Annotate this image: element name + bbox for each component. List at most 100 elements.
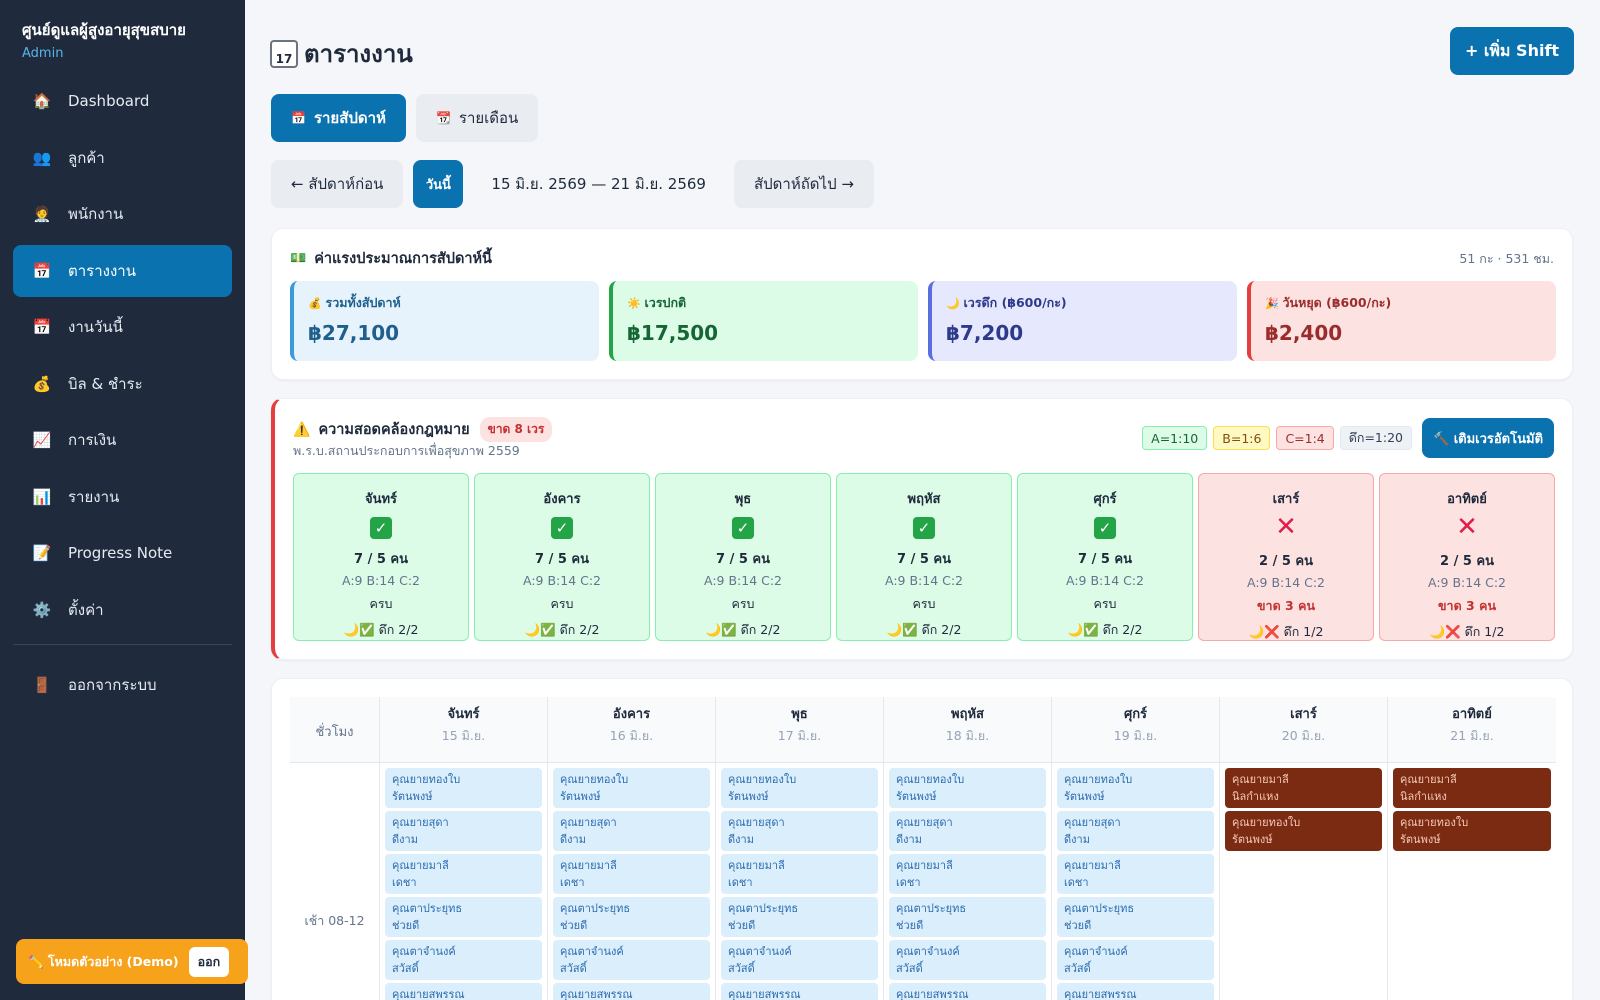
night-coverage: 🌙❌ ดึก 1/2 [1429, 624, 1505, 639]
cost-tile-label: 💰 รวมทั้งสัปดาห์ [308, 293, 585, 313]
sidebar-item-8[interactable]: 📝 Progress Note [13, 527, 232, 579]
labor-cost-title: 💵 ค่าแรงประมาณการสัปดาห์นี้ [290, 247, 492, 270]
sidebar-item-label: พนักงาน [68, 205, 124, 223]
shift-block[interactable]: คุณยายสพรรณ [889, 983, 1046, 1000]
tab-monthly[interactable]: 📆 รายเดือน [415, 94, 539, 142]
shift-block[interactable]: คุณยายทองใบ รัตนพงษ์ [385, 768, 542, 808]
shift-block[interactable]: คุณยายสพรรณ [1057, 983, 1214, 1000]
shift-block[interactable]: คุณตาประยุทธ ช่วยดี [721, 897, 878, 937]
staff-count: 2 / 5 คน [1440, 554, 1494, 569]
shift-block[interactable]: คุณยายมาลี เดชา [385, 854, 542, 894]
day-column-name: อาทิตย์ [1452, 707, 1492, 722]
shift-block[interactable]: คุณยายสุดา ดีงาม [889, 811, 1046, 851]
staff-ratio: A:9 B:14 C:2 [1065, 573, 1145, 588]
shift-block[interactable]: คุณยายสพรรณ [385, 983, 542, 1000]
shift-block[interactable]: คุณยายทองใบ รัตนพงษ์ [889, 768, 1046, 808]
day-column-header: อาทิตย์ 21 มิ.ย. [1388, 697, 1556, 762]
sun-icon: ☀️ [627, 297, 645, 310]
demo-mode-label: ✏️ โหมดตัวอย่าง (Demo) [28, 953, 179, 969]
shift-client-surname: ช่วยดี [560, 919, 588, 932]
shift-block[interactable]: คุณยายมาลีนิลกำแหง [1393, 768, 1551, 808]
shift-block[interactable]: คุณยายสพรรณ [721, 983, 878, 1000]
day-compliance-card: จันทร์ ✓ 7 / 5 คน A:9 B:14 C:2 ครบ 🌙✅ ดึก 2/2 [293, 473, 469, 641]
shift-client-surname: รัตนพงษ์ [1400, 833, 1441, 846]
shift-client-surname: ดีงาม [1064, 833, 1090, 846]
prev-week-button[interactable]: ← สัปดาห์ก่อน [271, 160, 404, 208]
day-column-header: จันทร์ 15 มิ.ย. [380, 697, 548, 762]
check-icon: ✓ [370, 517, 392, 539]
sidebar-item-6[interactable]: 📈 การเงิน [13, 414, 232, 466]
cost-tile: 🌙 เวรดึก (฿600/กะ) ฿7,200 [928, 281, 1237, 361]
shift-block[interactable]: คุณยายสุดา ดีงาม [721, 811, 878, 851]
cost-tile-label: 🌙 เวรดึก (฿600/กะ) [946, 293, 1223, 313]
shift-client-name: คุณยายสุดา [1064, 816, 1121, 829]
sidebar-item-7[interactable]: 📊 รายงาน [13, 471, 232, 523]
shift-block[interactable]: คุณตาประยุทธ ช่วยดี [385, 897, 542, 937]
shift-block[interactable]: คุณยายทองใบ รัตนพงษ์ [1057, 768, 1214, 808]
sidebar-item-label: การเงิน [68, 431, 117, 449]
shift-block[interactable]: คุณยายสุดาดีงาม [1057, 811, 1214, 851]
add-shift-button[interactable]: + เพิ่ม Shift [1450, 27, 1574, 75]
demo-mode-banner: ✏️ โหมดตัวอย่าง (Demo) ออก [16, 939, 248, 984]
sidebar-item-1[interactable]: 👥 ลูกค้า [13, 132, 232, 184]
shift-block[interactable]: คุณยายทองใบ รัตนพงษ์ [553, 768, 710, 808]
shift-block[interactable]: คุณยายสุดา ดีงาม [553, 811, 710, 851]
shift-block[interactable]: คุณยายมาลี เดชา [1057, 854, 1214, 894]
sidebar-item-4[interactable]: 📅 งานวันนี้ [13, 301, 232, 353]
shift-client-name: คุณยายมาลี [560, 859, 617, 872]
tab-weekly[interactable]: 📅 รายสัปดาห์ [271, 94, 406, 142]
calendar-icon: 📆 [435, 111, 451, 125]
shift-block[interactable]: คุณตาจำนงค์ สวัสดิ์ [385, 940, 542, 980]
schedule-body: เช้า 08-12 คุณยายทองใบ รัตนพงษ์ คุณยายสุดา… [290, 763, 1556, 1000]
day-name: อาทิตย์ [1447, 492, 1487, 507]
shift-block[interactable]: คุณยายทองใบ รัตนพงษ์ [1225, 811, 1382, 851]
shift-block[interactable]: คุณตาจำนงค์ สวัสดิ์ [721, 940, 878, 980]
page-title: 17 ตารางงาน [270, 34, 413, 73]
sidebar-item-2[interactable]: 🧑‍⚕️ พนักงาน [13, 188, 232, 240]
day-name: พฤหัส [907, 492, 941, 507]
shift-block[interactable]: คุณยายสุดา ดีงาม [385, 811, 542, 851]
shift-client-name: คุณตาจำนงค์ [1064, 945, 1128, 958]
sidebar-item-5[interactable]: 💰 บิล & ชำระ [13, 358, 232, 410]
shift-block[interactable]: คุณยายทองใบ รัตนพงษ์ [1393, 811, 1551, 851]
day-column-header: พุธ 17 มิ.ย. [716, 697, 884, 762]
day-column-name: ศุกร์ [1123, 707, 1148, 722]
shift-block[interactable]: คุณยายมาลี นิลกำแหง [1225, 768, 1382, 808]
shift-client-name: คุณยายมาลี [1400, 773, 1457, 786]
today-button[interactable]: วันนี้ [413, 160, 464, 208]
shift-block[interactable]: คุณยายสพรรณ [553, 983, 710, 1000]
logout-button[interactable]: 🚪 ออกจากระบบ [13, 659, 232, 711]
sidebar-item-3[interactable]: 📅 ตารางงาน [13, 244, 232, 297]
sidebar-item-0[interactable]: 🏠 Dashboard [13, 75, 232, 127]
shift-block[interactable]: คุณยายมาลี เดชา [889, 854, 1046, 894]
shift-block[interactable]: คุณตาจำนงค์ สวัสดิ์ [553, 940, 710, 980]
shift-client-name: คุณยายสุดา [896, 816, 953, 829]
user-role: Admin [22, 46, 64, 61]
shift-client-surname: รัตนพงษ์ [1064, 790, 1105, 803]
day-name: ศุกร์ [1093, 492, 1117, 507]
demo-exit-button[interactable]: ออก [188, 946, 230, 977]
tab-weekly-label: รายสัปดาห์ [313, 109, 386, 127]
shift-block[interactable]: คุณยายมาลี เดชา [721, 854, 878, 894]
shift-block[interactable]: คุณยายทองใบ รัตนพงษ์ [721, 768, 878, 808]
shift-client-surname: นิลกำแหง [1400, 790, 1447, 803]
shift-block[interactable]: คุณยายมาลี เดชา [553, 854, 710, 894]
shift-block[interactable]: คุณตาประยุทธ ช่วยดี [889, 897, 1046, 937]
shift-block[interactable]: คุณตาจำนงค์ สวัสดิ์ [889, 940, 1046, 980]
day-column: คุณยายทองใบ รัตนพงษ์ คุณยายสุดา ดีงาม คุณยาย… [884, 763, 1052, 1000]
check-icon: ✓ [1094, 517, 1116, 539]
sidebar-item-9[interactable]: ⚙️ ตั้งค่า [13, 584, 232, 636]
compliance-title-text: ความสอดคล้องกฎหมาย [318, 422, 470, 438]
shift-block[interactable]: คุณตาประยุทธ ช่วยดี [553, 897, 710, 937]
next-week-button[interactable]: สัปดาห์ถัดไป → [733, 160, 874, 208]
staff-count: 2 / 5 คน [1259, 554, 1313, 569]
shift-block[interactable]: คุณตาจำนงค์ สวัสดิ์ [1057, 940, 1214, 980]
labor-cost-title-text: ค่าแรงประมาณการสัปดาห์นี้ [314, 251, 492, 267]
shift-client-surname: สวัสดิ์ [896, 962, 923, 975]
shift-client-name: คุณยายสพรรณ [1064, 988, 1137, 1000]
shift-block[interactable]: คุณตาประยุทธ ช่วยดี [1057, 897, 1214, 937]
auto-fill-shifts-button[interactable]: 🔨 เติมเวรอัตโนมัติ [1422, 418, 1554, 458]
day-compliance-card: เสาร์ ✕ 2 / 5 คน A:9 B:14 C:2 ขาด 3 คน 🌙❌ ดึก… [1198, 473, 1374, 641]
calendar-icon: 📅 [32, 318, 52, 336]
shift-client-surname: ช่วยดี [1064, 919, 1092, 932]
